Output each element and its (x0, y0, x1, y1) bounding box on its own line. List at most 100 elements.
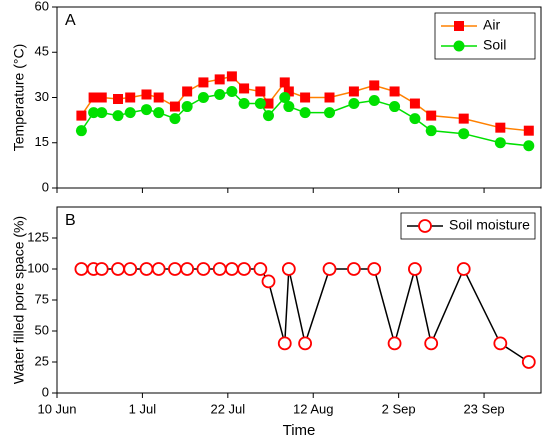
marker (214, 74, 225, 85)
legend-marker (453, 40, 465, 52)
marker (197, 92, 209, 103)
marker (424, 336, 439, 351)
marker (494, 137, 506, 149)
marker (238, 98, 250, 110)
y-tick-label: 60 (35, 0, 49, 13)
marker (389, 86, 400, 97)
marker (409, 113, 421, 125)
marker (169, 101, 180, 112)
marker (521, 355, 536, 369)
marker (88, 107, 100, 119)
x-tick-label: 23 Sep (463, 401, 504, 416)
y-axis-label: Water filled pore space (%) (11, 216, 27, 384)
marker (279, 77, 290, 88)
marker (96, 92, 107, 103)
marker (389, 101, 401, 113)
marker (283, 86, 294, 97)
marker (237, 262, 251, 276)
marker (94, 262, 109, 276)
y-tick-label: 0 (42, 179, 49, 194)
marker (76, 110, 87, 121)
marker (169, 113, 181, 125)
marker (168, 262, 182, 276)
marker (279, 92, 291, 103)
marker (387, 336, 402, 351)
marker (112, 110, 124, 122)
x-tick-label: 12 Aug (293, 401, 334, 416)
legend-marker (418, 219, 432, 233)
marker (369, 80, 380, 91)
marker (181, 101, 193, 113)
marker (523, 125, 534, 136)
marker (367, 262, 382, 276)
marker (348, 86, 359, 97)
marker (111, 262, 125, 276)
marker (298, 336, 313, 351)
marker (277, 336, 292, 351)
marker (255, 86, 266, 97)
marker (299, 107, 311, 119)
marker (226, 71, 237, 82)
panel-label: B (65, 212, 76, 229)
marker (151, 262, 166, 276)
marker (493, 336, 508, 351)
marker (253, 262, 268, 276)
y-axis-label: Temperature (°C) (11, 44, 27, 152)
marker (262, 110, 274, 122)
marker (212, 262, 227, 276)
x-tick-label: 22 Jul (210, 401, 245, 416)
marker (180, 262, 195, 276)
legend-marker (454, 21, 464, 31)
marker (523, 140, 535, 152)
marker (495, 122, 506, 133)
marker (113, 94, 124, 105)
marker (300, 92, 311, 103)
marker (408, 262, 422, 276)
y-tick-label: 45 (35, 44, 49, 59)
legend-label: Air (483, 17, 500, 33)
legend-box (434, 12, 536, 60)
marker (281, 262, 296, 276)
legend-label: Soil moisture (449, 217, 530, 233)
marker (74, 262, 89, 276)
marker (324, 92, 335, 103)
marker (125, 92, 136, 103)
y-tick-label: 75 (35, 291, 49, 306)
marker (196, 262, 211, 276)
marker (214, 88, 226, 100)
marker (153, 107, 165, 119)
marker (254, 98, 266, 110)
marker (409, 98, 420, 109)
marker (96, 107, 108, 119)
marker (348, 98, 360, 110)
marker (261, 274, 276, 289)
marker (153, 92, 164, 103)
x-axis-label: Time (283, 422, 316, 439)
marker (88, 92, 99, 103)
marker (426, 110, 437, 121)
panel-label: A (65, 12, 76, 29)
marker (123, 262, 138, 276)
marker (322, 262, 337, 276)
marker (263, 98, 274, 109)
x-tick-label: 2 Sep (382, 401, 416, 416)
marker (198, 77, 209, 88)
marker (347, 262, 361, 276)
marker (140, 104, 152, 116)
marker (75, 125, 87, 137)
marker (283, 101, 295, 113)
marker (456, 262, 471, 276)
marker (324, 107, 336, 119)
marker (139, 262, 154, 276)
marker (425, 125, 437, 137)
x-tick-label: 10 Jun (37, 401, 76, 416)
marker (124, 107, 136, 119)
marker (458, 113, 469, 124)
marker (182, 86, 193, 97)
y-tick-label: 0 (42, 384, 49, 399)
y-tick-label: 50 (35, 322, 49, 337)
x-tick-label: 1 Jul (129, 401, 157, 416)
y-tick-label: 100 (27, 260, 49, 275)
marker (226, 85, 238, 97)
